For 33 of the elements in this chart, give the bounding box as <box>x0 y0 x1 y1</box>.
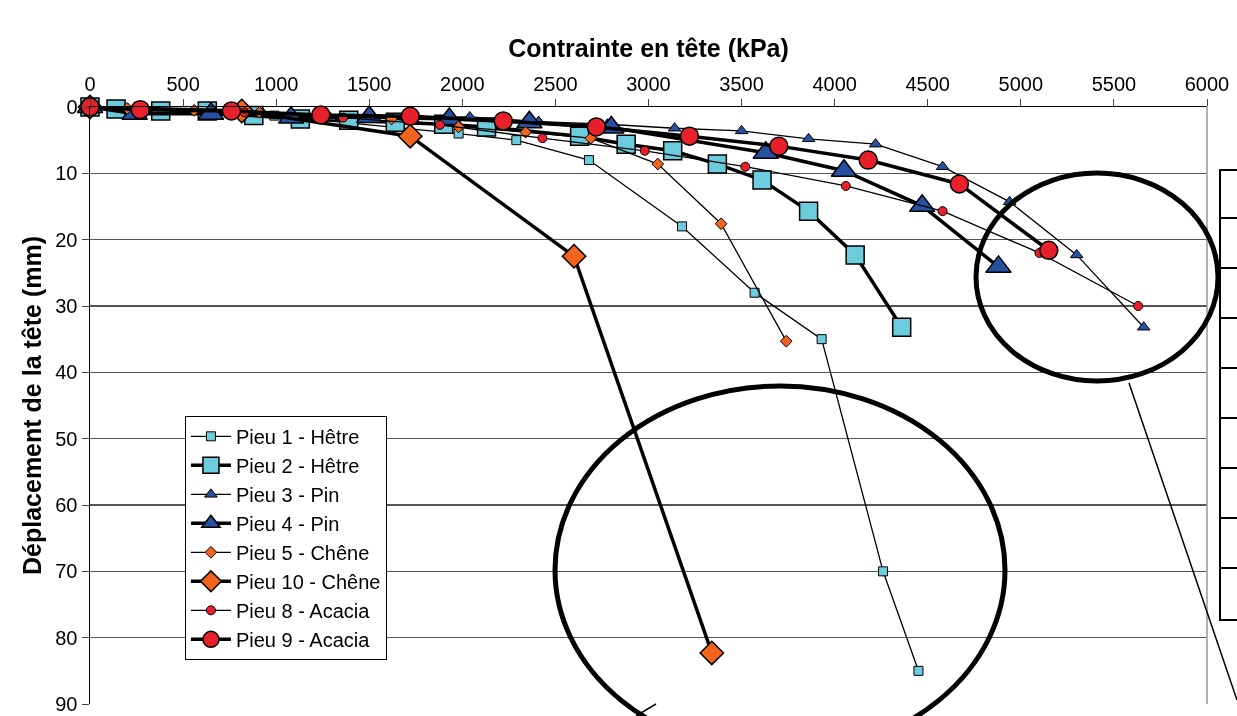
y-tick-label: 60 <box>55 494 78 516</box>
legend-label: Pieu 10 - Chêne <box>235 571 381 594</box>
legend-label: Pieu 1 - Hêtre <box>235 426 360 449</box>
y-tick-label: 70 <box>55 560 78 583</box>
legend-label: Pieu 8 - Acacia <box>235 600 371 623</box>
x-tick-label: 5500 <box>1091 72 1137 95</box>
legend-label: Pieu 4 - Pin <box>235 513 340 536</box>
y-tick-label: 10 <box>55 162 78 185</box>
x-tick-label: 3500 <box>719 72 764 95</box>
y-tick-label: 0 <box>66 96 78 118</box>
x-tick-label: 1000 <box>253 72 299 95</box>
y-tick-label: 50 <box>55 427 78 450</box>
y-axis-title: Déplacement de la tête (mm) <box>18 236 47 575</box>
legend-label: Pieu 2 - Hêtre <box>235 455 360 478</box>
y-tick-label: 80 <box>55 626 78 649</box>
y-tick-label: 90 <box>55 693 78 715</box>
x-tick-label: 6000 <box>1184 72 1230 95</box>
legend-label: Pieu 9 - Acacia <box>235 629 371 652</box>
x-tick-label: 500 <box>166 72 200 95</box>
x-tick-label: 3000 <box>626 72 671 95</box>
x-tick-label: 5000 <box>998 72 1044 95</box>
x-tick-label: 4000 <box>812 72 857 95</box>
x-axis-title: Contrainte en tête (kPa) <box>508 33 789 62</box>
y-tick-label: 20 <box>55 228 78 251</box>
x-tick-label: 2500 <box>533 72 578 95</box>
legend-label: Pieu 3 - Pin <box>235 484 340 507</box>
x-tick-label: 1500 <box>347 72 392 95</box>
y-tick-label: 40 <box>55 361 78 384</box>
x-tick-label: 0 <box>84 72 96 95</box>
x-tick-label: 4500 <box>905 72 950 95</box>
legend-label: Pieu 5 - Chêne <box>235 542 370 565</box>
y-tick-label: 30 <box>55 295 78 317</box>
x-tick-label: 2000 <box>440 72 485 95</box>
